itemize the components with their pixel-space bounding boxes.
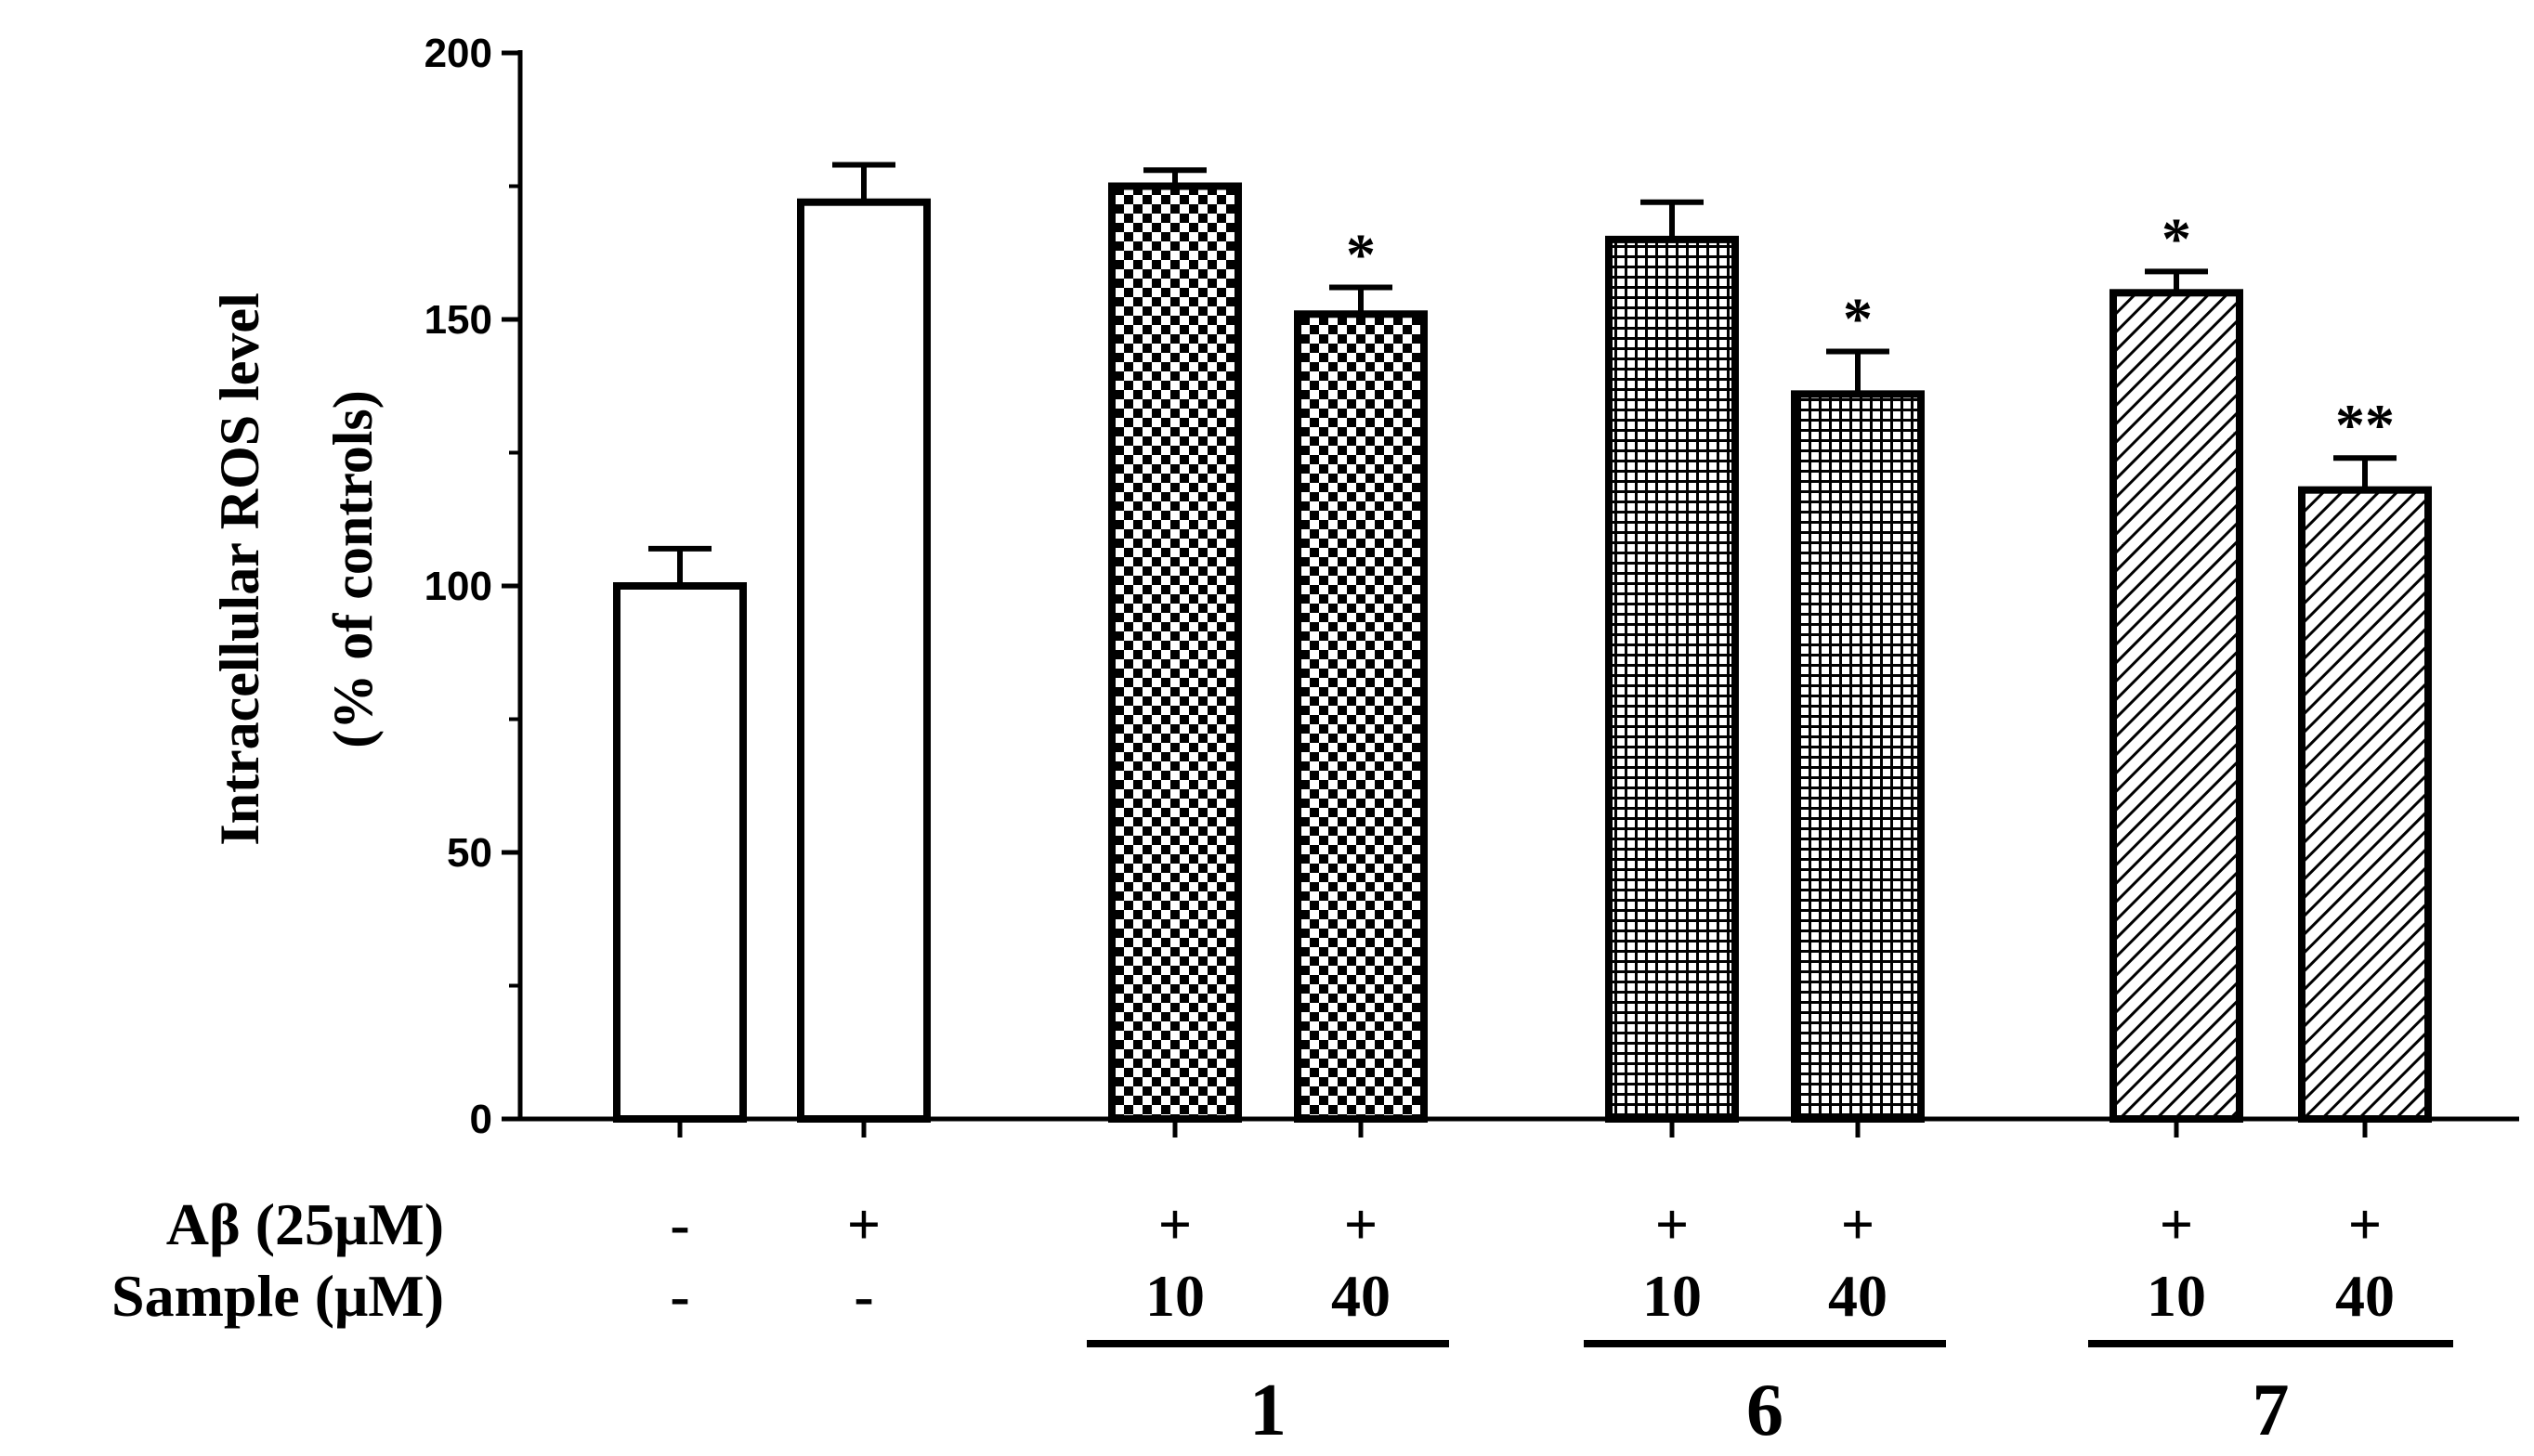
y-axis-label-line1: Intracellular ROS level <box>209 292 270 846</box>
significance-marker: ** <box>2335 392 2395 458</box>
sample-cell: 40 <box>1331 1263 1391 1329</box>
row-label-sample: Sample (μM) <box>111 1263 444 1329</box>
y-tick-label: 100 <box>425 564 492 609</box>
group-label: 7 <box>2253 1370 2290 1451</box>
y-tick-label: 200 <box>425 31 492 76</box>
significance-marker: * <box>1843 285 1873 351</box>
sample-cell: 40 <box>2335 1263 2395 1329</box>
abeta-cell: + <box>1158 1191 1192 1257</box>
bar <box>2109 289 2243 1123</box>
condition-table: Aβ (25μM) Sample (μM) --+-+10+40+10+40+1… <box>111 1191 2453 1451</box>
sample-cell: - <box>670 1263 689 1329</box>
abeta-cell: + <box>1655 1191 1689 1257</box>
group-label: 6 <box>1746 1370 1783 1451</box>
abeta-cell: - <box>670 1191 689 1257</box>
y-axis-ticks: 0 50 100 150 200 <box>425 31 520 1142</box>
significance-marker: * <box>2162 205 2191 271</box>
sample-cell: 10 <box>1145 1263 1205 1329</box>
y-tick-label: 50 <box>447 830 492 876</box>
sample-cell: 10 <box>2147 1263 2206 1329</box>
significance-marker: * <box>1346 222 1376 288</box>
bar <box>1294 310 1428 1123</box>
abeta-cell: + <box>1841 1191 1874 1257</box>
bar <box>1791 390 1925 1123</box>
sample-cell: - <box>854 1263 873 1329</box>
bar <box>2298 486 2432 1123</box>
abeta-cell: + <box>2348 1191 2382 1257</box>
y-tick-label: 0 <box>470 1097 492 1142</box>
abeta-cell: + <box>1344 1191 1378 1257</box>
abeta-cell: + <box>2160 1191 2193 1257</box>
bars-layer: ***** <box>613 162 2432 1138</box>
bar <box>797 198 931 1124</box>
abeta-cell: + <box>847 1191 881 1257</box>
y-axis-title: Intracellular ROS level (% of controls) <box>209 292 384 846</box>
y-tick-label: 150 <box>425 297 492 343</box>
group-label: 1 <box>1249 1370 1287 1451</box>
bar <box>1605 235 1739 1123</box>
y-axis-label-line2: (% of controls) <box>322 390 384 748</box>
sample-cell: 10 <box>1642 1263 1702 1329</box>
sample-cell: 40 <box>1828 1263 1887 1329</box>
bar <box>1108 182 1242 1123</box>
bar <box>613 582 747 1123</box>
row-label-abeta: Aβ (25μM) <box>166 1191 444 1257</box>
